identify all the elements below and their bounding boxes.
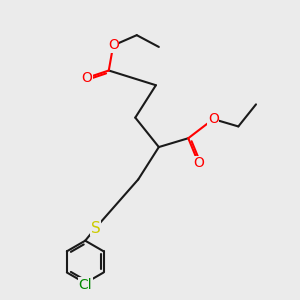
Text: O: O <box>208 112 219 126</box>
Text: O: O <box>193 156 204 170</box>
Text: O: O <box>81 71 92 85</box>
Text: Cl: Cl <box>78 278 92 292</box>
Text: S: S <box>91 220 100 236</box>
Text: O: O <box>108 38 118 52</box>
